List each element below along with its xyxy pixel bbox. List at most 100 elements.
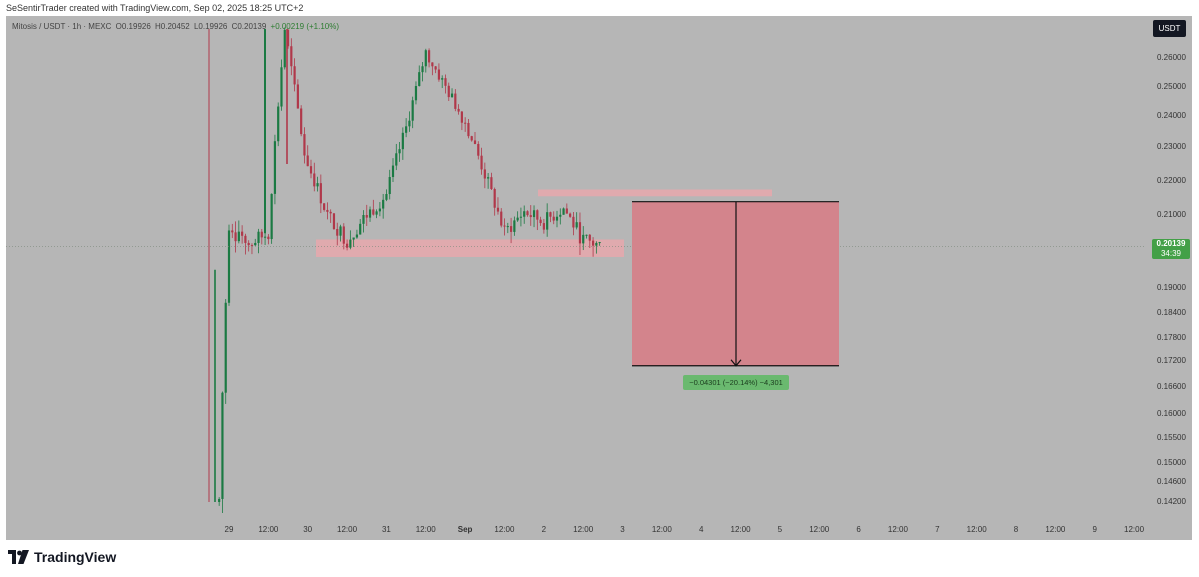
ohlc-open: O0.19926 bbox=[115, 22, 151, 31]
symbol-name: Mitosis / USDT · 1h · MEXC bbox=[12, 22, 112, 31]
candle-body bbox=[532, 210, 536, 218]
candle-body bbox=[306, 155, 309, 167]
candle-body bbox=[523, 211, 526, 217]
candle-body bbox=[536, 210, 539, 220]
candle-body bbox=[391, 165, 395, 178]
time-tick-label: 12:00 bbox=[1045, 525, 1066, 534]
candle-body bbox=[218, 498, 221, 502]
price-tick-label: 0.14200 bbox=[1157, 497, 1186, 506]
time-tick-label: 12:00 bbox=[494, 525, 515, 534]
price-tick-label: 0.21000 bbox=[1157, 210, 1186, 219]
candle-body bbox=[572, 216, 575, 228]
time-tick-label: 30 bbox=[303, 525, 313, 534]
candle-body bbox=[296, 84, 299, 109]
time-axis[interactable] bbox=[6, 521, 1192, 540]
candle-body bbox=[526, 211, 529, 216]
time-tick-label: 12:00 bbox=[730, 525, 751, 534]
candle-body bbox=[319, 183, 322, 204]
last-price-tag: 0.20139 34:39 bbox=[1152, 239, 1190, 259]
candle-body bbox=[539, 219, 542, 224]
candle-body bbox=[382, 199, 385, 209]
time-tick-label: 4 bbox=[698, 525, 704, 534]
candle-body bbox=[277, 106, 280, 142]
time-tick-label: 6 bbox=[856, 525, 861, 534]
candle-body bbox=[500, 211, 503, 226]
candle-body bbox=[313, 173, 316, 187]
candle-body bbox=[273, 141, 277, 194]
price-tick-label: 0.22000 bbox=[1157, 176, 1186, 185]
support-zone bbox=[316, 239, 624, 257]
price-tick-label: 0.23000 bbox=[1157, 142, 1186, 151]
candle-body bbox=[480, 155, 483, 170]
ohlc-low: L0.19926 bbox=[193, 22, 228, 31]
time-tick-label: Sep bbox=[457, 525, 473, 534]
candle-body bbox=[598, 242, 601, 244]
candle-body bbox=[516, 217, 519, 221]
time-tick-label: 12:00 bbox=[1124, 525, 1145, 534]
candle-body bbox=[506, 226, 509, 228]
candle-body bbox=[450, 93, 454, 98]
time-tick-label: 12:00 bbox=[966, 525, 987, 534]
candle-body bbox=[398, 149, 401, 154]
candle-body bbox=[395, 153, 398, 166]
price-tick-label: 0.16600 bbox=[1157, 382, 1186, 391]
candle-body bbox=[503, 225, 506, 227]
zones bbox=[316, 189, 772, 257]
candle-body bbox=[372, 209, 375, 215]
time-tick-label: 5 bbox=[777, 525, 783, 534]
price-axis[interactable] bbox=[1145, 16, 1192, 521]
candle-body bbox=[431, 62, 434, 67]
candle-body bbox=[493, 189, 496, 208]
time-tick-label: 8 bbox=[1013, 525, 1019, 534]
candle-body bbox=[329, 211, 332, 214]
candle-body bbox=[578, 222, 582, 244]
candle-body bbox=[457, 108, 460, 112]
candle-body bbox=[355, 234, 359, 238]
chart-pane[interactable] bbox=[6, 16, 1192, 540]
candle-body bbox=[221, 392, 224, 499]
candle-body bbox=[585, 234, 588, 236]
candle-body bbox=[227, 230, 231, 303]
price-tick-label: 0.17200 bbox=[1157, 356, 1186, 365]
time-tick-label: 29 bbox=[224, 525, 234, 534]
candle-body bbox=[555, 216, 559, 221]
currency-badge[interactable]: USDT bbox=[1153, 20, 1186, 37]
candle-body bbox=[513, 220, 516, 232]
candle-body bbox=[352, 237, 355, 240]
candle-body bbox=[267, 236, 270, 240]
candle-body bbox=[473, 140, 477, 144]
time-tick-label: 3 bbox=[620, 525, 625, 534]
candle-body bbox=[345, 243, 349, 248]
candle-body bbox=[323, 203, 326, 210]
candle-body bbox=[549, 212, 552, 217]
candle-body bbox=[270, 193, 273, 240]
candle-body bbox=[591, 240, 595, 246]
tradingview-logo[interactable]: TradingView bbox=[8, 549, 116, 565]
candle-body bbox=[375, 211, 378, 215]
candle-body bbox=[434, 66, 437, 70]
time-tick-label: 12:00 bbox=[651, 525, 672, 534]
candle-body bbox=[562, 208, 565, 215]
candle-body bbox=[316, 183, 319, 187]
candle-body bbox=[418, 72, 421, 87]
candle-body bbox=[385, 194, 388, 200]
candle-body bbox=[280, 67, 283, 107]
candle-body bbox=[467, 122, 470, 137]
candle-body bbox=[464, 122, 467, 124]
candle-body bbox=[460, 111, 463, 123]
candle-body bbox=[582, 234, 585, 244]
range-arrow-head bbox=[730, 359, 742, 367]
time-tick-label: 12:00 bbox=[809, 525, 830, 534]
candle-body bbox=[509, 226, 513, 232]
price-tick-label: 0.15000 bbox=[1157, 458, 1186, 467]
candle-body bbox=[224, 302, 227, 393]
price-tick-label: 0.16000 bbox=[1157, 409, 1186, 418]
ohlc-high: H0.20452 bbox=[155, 22, 190, 31]
candle-body bbox=[519, 216, 523, 218]
price-tick-label: 0.17800 bbox=[1157, 333, 1186, 342]
candle-body bbox=[241, 231, 244, 236]
candle-body bbox=[378, 208, 381, 212]
overlays bbox=[6, 201, 1145, 367]
candle-body bbox=[408, 120, 411, 127]
